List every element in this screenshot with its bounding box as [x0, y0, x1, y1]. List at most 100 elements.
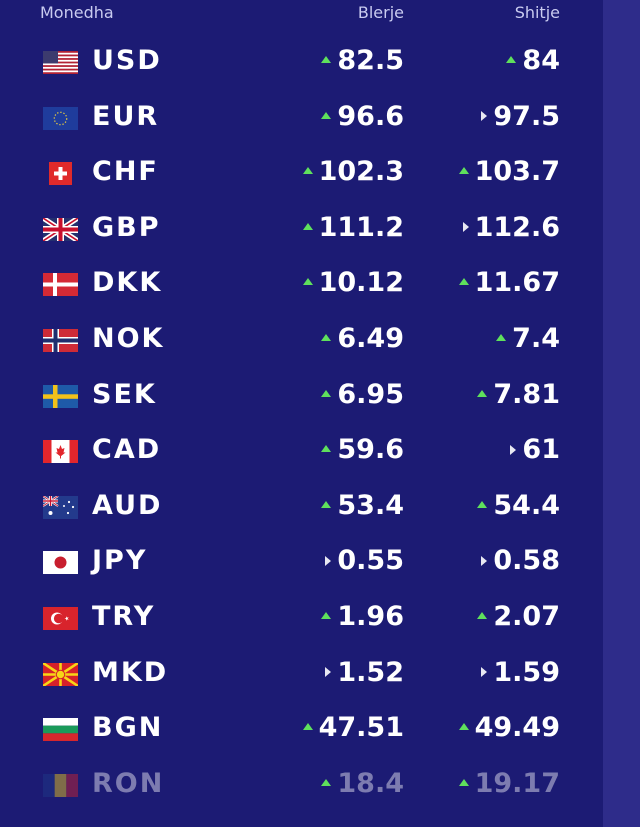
rate-row-aud: AUD 53.4 54.4 — [0, 480, 603, 536]
sell-rate: 7.81 — [477, 379, 560, 410]
rate-row-sek: SEK 6.95 7.81 — [0, 369, 603, 425]
us-flag-icon — [43, 51, 78, 74]
header-buy: Blerje — [357, 3, 404, 22]
currency-code: AUD — [92, 489, 163, 521]
buy-value: 111.2 — [318, 211, 404, 243]
trend-flat-icon — [462, 222, 469, 233]
sell-rate: 7.4 — [496, 323, 560, 354]
trend-up-icon — [321, 611, 332, 619]
sell-rate: 11.67 — [458, 267, 560, 299]
currency-code: USD — [92, 45, 162, 76]
rate-row-gbp: GBP 111.2 112.6 — [0, 202, 603, 258]
bg-flag-icon — [43, 718, 78, 742]
sell-rate: 103.7 — [458, 156, 560, 187]
rate-row-usd: USD 82.5 84 — [0, 35, 603, 91]
mk-flag-icon — [43, 662, 78, 686]
currency-code: RON — [92, 767, 165, 799]
trend-up-icon — [321, 778, 332, 786]
trend-up-icon — [302, 167, 313, 175]
rate-row-eur: EUR 96.6 97.5 — [0, 91, 603, 147]
ch-flag-icon — [43, 162, 78, 186]
buy-value: 18.4 — [337, 767, 404, 799]
sell-value: 0.58 — [493, 545, 560, 577]
rates-list: USD 82.5 84 EUR 96.6 97.5 CHF 102.3 103.7 GBP 111.… — [0, 35, 603, 813]
exchange-rate-panel: Monedha Blerje Shitje USD 82.5 84 EUR 96.6 97… — [0, 3, 603, 813]
trend-up-icon — [321, 111, 332, 119]
sell-rate: 2.07 — [477, 601, 560, 632]
sell-rate: 1.59 — [481, 657, 560, 688]
trend-up-icon — [321, 56, 332, 63]
sell-value: 19.17 — [474, 767, 560, 799]
trend-up-icon — [321, 389, 332, 397]
buy-rate: 1.52 — [325, 657, 404, 688]
buy-value: 47.51 — [318, 712, 404, 744]
buy-rate: 102.3 — [302, 156, 404, 188]
sell-value: 84 — [522, 45, 560, 76]
buy-rate: 82.5 — [321, 45, 404, 76]
trend-up-icon — [458, 723, 469, 731]
sell-value: 7.4 — [512, 322, 560, 354]
sell-value: 11.67 — [474, 267, 560, 299]
buy-value: 0.55 — [337, 545, 404, 577]
currency-code: TRY — [92, 600, 156, 632]
sell-value: 112.6 — [474, 211, 560, 243]
buy-rate: 0.55 — [325, 545, 404, 576]
trend-up-icon — [321, 445, 332, 453]
ca-flag-icon — [43, 440, 78, 464]
sell-value: 54.4 — [493, 489, 560, 521]
currency-code: GBP — [92, 211, 161, 243]
trend-up-icon — [496, 333, 507, 341]
jp-flag-icon — [43, 551, 78, 575]
buy-rate: 59.6 — [321, 434, 404, 465]
buy-value: 96.6 — [337, 100, 404, 132]
trend-up-icon — [477, 500, 488, 508]
sell-rate: 54.4 — [477, 490, 560, 521]
buy-rate: 6.95 — [321, 379, 404, 410]
trend-up-icon — [458, 278, 469, 286]
trend-up-icon — [321, 500, 332, 508]
currency-code: NOK — [92, 322, 165, 354]
rate-row-chf: CHF 102.3 103.7 — [0, 146, 603, 202]
sell-value: 61 — [522, 434, 560, 466]
buy-value: 1.52 — [337, 656, 404, 688]
currency-code: DKK — [92, 267, 163, 299]
buy-rate: 47.51 — [302, 712, 404, 744]
buy-rate: 111.2 — [302, 211, 404, 243]
currency-code: BGN — [92, 712, 164, 744]
table-header: Monedha Blerje Shitje — [0, 3, 603, 25]
rate-row-dkk: DKK 10.12 11.67 — [0, 257, 603, 313]
rate-row-bgn: BGN 47.51 49.49 — [0, 702, 603, 758]
header-currency: Monedha — [40, 3, 114, 22]
sell-rate: 61 — [510, 434, 560, 465]
buy-value: 102.3 — [318, 156, 404, 188]
side-scroll-strip — [603, 0, 640, 827]
sell-rate: 49.49 — [458, 712, 560, 743]
rate-row-jpy: JPY 0.55 0.58 — [0, 535, 603, 591]
sell-rate: 0.58 — [481, 545, 560, 576]
trend-up-icon — [458, 778, 469, 786]
currency-code: EUR — [92, 100, 160, 132]
header-sell: Shitje — [514, 3, 560, 22]
buy-value: 53.4 — [337, 489, 404, 521]
buy-rate: 18.4 — [321, 768, 404, 799]
ro-flag-icon — [43, 773, 78, 797]
sell-value: 1.59 — [493, 656, 560, 688]
currency-code: SEK — [92, 378, 157, 410]
trend-flat-icon — [510, 444, 517, 455]
sell-rate: 97.5 — [481, 101, 560, 132]
trend-up-icon — [458, 167, 469, 175]
buy-rate: 10.12 — [302, 267, 404, 298]
rate-row-nok: NOK 6.49 7.4 — [0, 313, 603, 369]
buy-value: 59.6 — [337, 434, 404, 466]
sell-rate: 19.17 — [458, 767, 560, 799]
buy-rate: 53.4 — [321, 490, 404, 521]
rate-row-mkd: MKD 1.52 1.59 — [0, 647, 603, 703]
trend-up-icon — [477, 611, 488, 619]
currency-code: JPY — [92, 545, 148, 577]
trend-flat-icon — [325, 555, 332, 566]
rate-row-cad: CAD 59.6 61 — [0, 424, 603, 480]
no-flag-icon — [43, 328, 78, 352]
trend-flat-icon — [481, 111, 488, 122]
au-flag-icon — [43, 495, 78, 519]
eu-flag-icon — [43, 106, 78, 130]
